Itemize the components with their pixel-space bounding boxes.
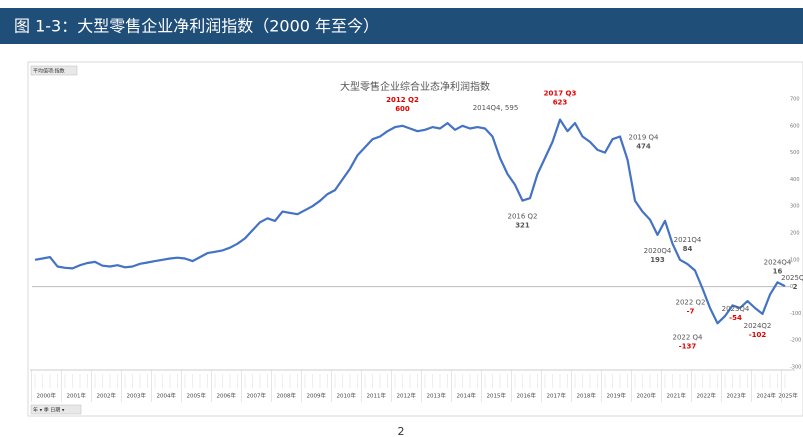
point-value: 623 bbox=[553, 99, 568, 107]
x-tick-label: 2020年 bbox=[637, 392, 657, 400]
x-tick-label: 2011年 bbox=[367, 392, 387, 400]
x-tick-label: 2023年 bbox=[727, 392, 747, 400]
x-tick-label: 2006年 bbox=[217, 392, 237, 400]
x-tick-label: 2021年 bbox=[667, 392, 687, 400]
x-tick-label: 2017年 bbox=[547, 392, 567, 400]
x-tick-label: 2004年 bbox=[157, 392, 177, 400]
x-tick-label: 2005年 bbox=[187, 392, 207, 400]
y-tick-label: 500 bbox=[790, 150, 800, 156]
x-tick-label: 2022年 bbox=[697, 392, 717, 400]
page-number: 2 bbox=[398, 425, 405, 437]
point-value: 321 bbox=[515, 222, 530, 230]
y-tick-label: 700 bbox=[790, 97, 800, 103]
point-value: -137 bbox=[679, 342, 697, 350]
point-value: 474 bbox=[636, 143, 651, 151]
chart-title: 大型零售企业综合业态净利润指数 bbox=[340, 80, 490, 93]
point-label: 2014Q4, 595 bbox=[473, 104, 519, 112]
point-label: 2024Q4 bbox=[764, 258, 792, 266]
chart-frame bbox=[27, 61, 803, 417]
y-tick-label: 0 bbox=[790, 284, 793, 290]
x-tick-label: 2009年 bbox=[307, 392, 327, 400]
point-value: 16 bbox=[773, 267, 783, 275]
y-tick-label: 600 bbox=[790, 123, 800, 129]
point-label: 2022 Q2 bbox=[675, 298, 705, 306]
x-tick-label: 2013年 bbox=[427, 392, 447, 400]
x-tick-label: 2014年 bbox=[457, 392, 477, 400]
point-label: 2019 Q4 bbox=[628, 134, 659, 142]
point-value: -102 bbox=[749, 331, 767, 339]
y-tick-label: -300 bbox=[790, 365, 801, 371]
line-series bbox=[34, 118, 786, 325]
point-label: 2016 Q2 bbox=[507, 213, 537, 221]
y-tick-label: 400 bbox=[790, 177, 800, 183]
point-label: 2022 Q4 bbox=[672, 333, 703, 341]
field-button-text: 平均值项:指数 bbox=[33, 68, 65, 75]
x-tick-label: 2010年 bbox=[337, 392, 357, 400]
x-tick-label: 2012年 bbox=[397, 392, 417, 400]
field-button[interactable] bbox=[30, 65, 78, 76]
point-label: 2012 Q2 bbox=[386, 96, 419, 104]
point-label: 2017 Q3 bbox=[544, 90, 577, 98]
y-tick-label: 100 bbox=[790, 257, 800, 263]
point-label: 2021Q4 bbox=[674, 236, 702, 244]
x-tick-label: 2003年 bbox=[127, 392, 147, 400]
y-tick-label: 200 bbox=[790, 231, 800, 237]
x-tick-label: 2018年 bbox=[577, 392, 597, 400]
y-tick-label: -200 bbox=[790, 338, 801, 344]
x-tick-label: 2019年 bbox=[607, 392, 627, 400]
y-tick-label: 300 bbox=[790, 204, 800, 210]
header-title: 图 1-3：大型零售企业净利润指数（2000 年至今） bbox=[14, 17, 379, 36]
x-tick-label: 2001年 bbox=[67, 392, 87, 400]
point-label: 2020Q4 bbox=[644, 247, 672, 255]
x-tick-label: 2007年 bbox=[247, 392, 267, 400]
point-value: -7 bbox=[687, 307, 695, 315]
x-tick-label: 2002年 bbox=[97, 392, 117, 400]
x-tick-label: 2024年 bbox=[757, 392, 777, 400]
y-tick-label: -100 bbox=[790, 311, 801, 317]
x-tick-label: 2000年 bbox=[37, 392, 57, 400]
point-value: -54 bbox=[729, 314, 742, 322]
x-tick-label: 2016年 bbox=[517, 392, 537, 400]
point-value: 600 bbox=[395, 105, 410, 113]
axis-field-button[interactable] bbox=[30, 404, 82, 415]
point-label: 2025Q1 bbox=[781, 274, 803, 282]
x-tick-label: 2008年 bbox=[277, 392, 297, 400]
point-label: 2023Q4 bbox=[722, 305, 750, 313]
x-tick-label: 2015年 bbox=[487, 392, 507, 400]
axis-field-text: 年 ▾ 季 日期 ▾ bbox=[33, 407, 65, 414]
point-label: 2024Q2 bbox=[744, 322, 772, 330]
x-tick-label: 2025年 bbox=[778, 392, 798, 400]
point-value: 2 bbox=[793, 283, 798, 291]
point-value: 84 bbox=[683, 245, 693, 253]
point-value: 193 bbox=[650, 256, 665, 264]
header-bar bbox=[0, 8, 803, 44]
